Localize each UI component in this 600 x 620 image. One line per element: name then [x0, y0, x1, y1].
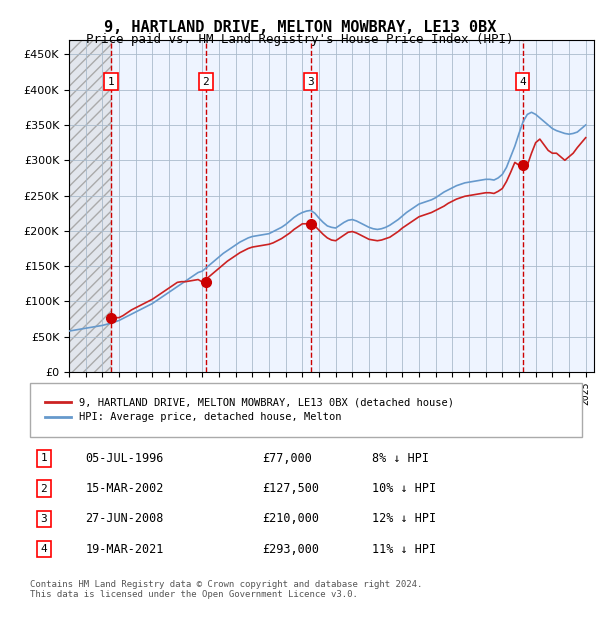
Bar	[69, 40, 111, 372]
Text: 10% ↓ HPI: 10% ↓ HPI	[372, 482, 436, 495]
Text: 3: 3	[307, 77, 314, 87]
Text: 3: 3	[40, 514, 47, 524]
Text: Price paid vs. HM Land Registry's House Price Index (HPI): Price paid vs. HM Land Registry's House …	[86, 33, 514, 46]
Text: 2: 2	[40, 484, 47, 494]
Text: 1: 1	[107, 77, 115, 87]
Text: 1: 1	[40, 453, 47, 463]
FancyBboxPatch shape	[30, 383, 582, 437]
Bar	[69, 40, 111, 372]
Text: 12% ↓ HPI: 12% ↓ HPI	[372, 512, 436, 525]
Text: Contains HM Land Registry data © Crown copyright and database right 2024.
This d: Contains HM Land Registry data © Crown c…	[30, 580, 422, 599]
Text: £127,500: £127,500	[262, 482, 319, 495]
Text: £293,000: £293,000	[262, 542, 319, 556]
Text: 19-MAR-2021: 19-MAR-2021	[85, 542, 164, 556]
Text: 11% ↓ HPI: 11% ↓ HPI	[372, 542, 436, 556]
Text: 8% ↓ HPI: 8% ↓ HPI	[372, 452, 429, 465]
Text: 15-MAR-2002: 15-MAR-2002	[85, 482, 164, 495]
Text: 4: 4	[40, 544, 47, 554]
Legend: 9, HARTLAND DRIVE, MELTON MOWBRAY, LE13 0BX (detached house), HPI: Average price: 9, HARTLAND DRIVE, MELTON MOWBRAY, LE13 …	[41, 393, 458, 427]
Text: £210,000: £210,000	[262, 512, 319, 525]
Text: 4: 4	[519, 77, 526, 87]
Text: 9, HARTLAND DRIVE, MELTON MOWBRAY, LE13 0BX: 9, HARTLAND DRIVE, MELTON MOWBRAY, LE13 …	[104, 20, 496, 35]
Text: 2: 2	[202, 77, 209, 87]
Text: £77,000: £77,000	[262, 452, 312, 465]
Text: 05-JUL-1996: 05-JUL-1996	[85, 452, 164, 465]
Text: 27-JUN-2008: 27-JUN-2008	[85, 512, 164, 525]
